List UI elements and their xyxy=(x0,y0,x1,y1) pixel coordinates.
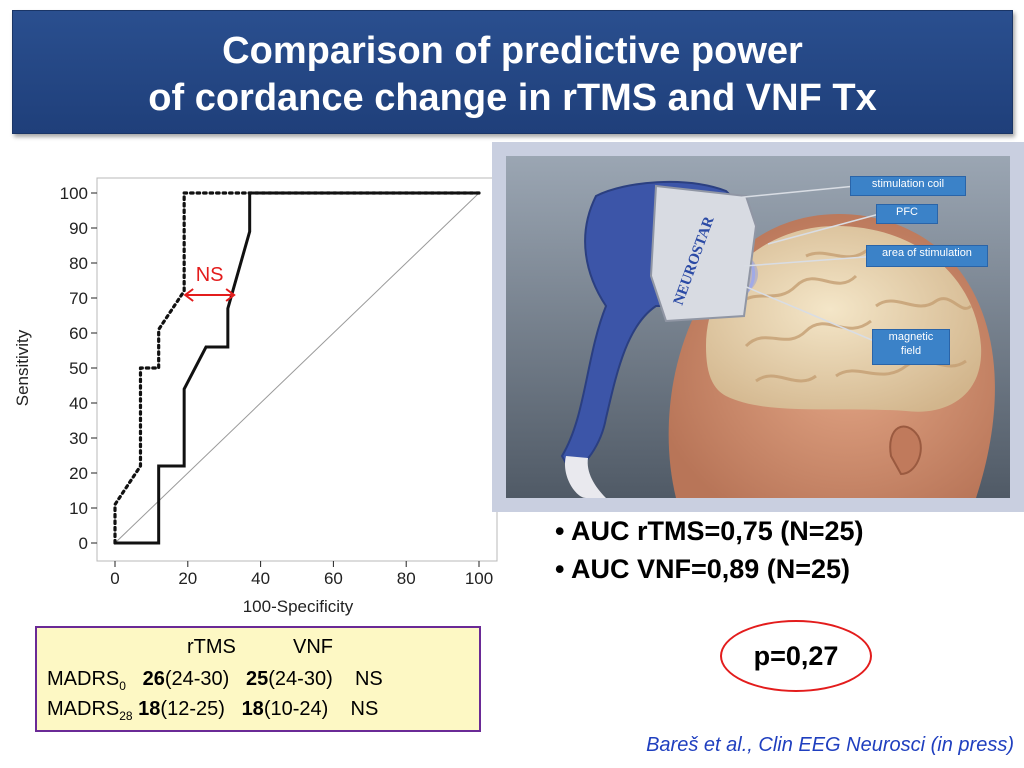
significance: NS xyxy=(350,698,379,720)
y-tick-label: 60 xyxy=(69,324,88,343)
table-row: MADRS28 18(12-25) 18(10-24) NS xyxy=(47,698,378,723)
y-axis-label: Sensitivity xyxy=(13,329,32,406)
y-tick-label: 80 xyxy=(69,254,88,273)
x-tick-label: 100 xyxy=(465,569,493,588)
y-tick-label: 20 xyxy=(69,464,88,483)
row-label: MADRS xyxy=(47,698,120,720)
rtms-median: 26 xyxy=(142,668,165,690)
roc-curve-dotted xyxy=(113,191,481,545)
title-line-1: Comparison of predictive power xyxy=(222,30,803,72)
vnf-range: (10-24) xyxy=(263,698,329,720)
brain-image-panel: NEUROSTAR stimulation coil PFC area of s… xyxy=(492,142,1024,512)
rtms-range: (12-25) xyxy=(160,698,225,720)
y-tick-label: 30 xyxy=(69,429,88,448)
table-header-row: rTMS VNF xyxy=(187,636,333,659)
row-label: MADRS xyxy=(47,668,120,690)
y-tick-label: 10 xyxy=(69,499,88,518)
rtms-range: (24-30) xyxy=(164,668,230,690)
p-value-ellipse: p=0,27 xyxy=(720,620,872,692)
roc-curve-solid xyxy=(115,191,479,545)
callout-magnetic-field: magnetic field xyxy=(872,329,950,365)
header-rtms: rTMS xyxy=(187,636,236,658)
reference-diagonal-line xyxy=(114,192,480,544)
header-vnf: VNF xyxy=(293,636,334,658)
auc-rtms: • AUC rTMS=0,75 (N=25) xyxy=(555,516,864,546)
p-value: p=0,27 xyxy=(753,641,839,671)
madrs-table: rTMS VNF MADRS0 26(24-30) 25(24-30) NS M… xyxy=(35,626,481,732)
x-tick-label: 80 xyxy=(397,569,416,588)
callout-stimulation-coil: stimulation coil xyxy=(850,176,966,196)
roc-chart: NS 0 10 20 30 40 50 60 70 80 90 100 0 20 40 60 80 100 10… xyxy=(13,177,498,616)
significance: NS xyxy=(354,668,383,690)
x-tick-label: 40 xyxy=(251,569,270,588)
x-tick-label: 20 xyxy=(178,569,197,588)
y-tick-label: 90 xyxy=(69,219,88,238)
x-tick-label: 0 xyxy=(110,569,119,588)
citation: Bareš et al., Clin EEG Neurosci (in pres… xyxy=(646,734,1014,756)
table-row: MADRS0 26(24-30) 25(24-30) NS xyxy=(47,668,383,693)
title-line-2: of cordance change in rTMS and VNF Tx xyxy=(148,77,877,119)
y-tick-label: 0 xyxy=(79,534,88,553)
callout-pfc: PFC xyxy=(876,204,938,224)
ns-arrow-head-right xyxy=(225,288,236,302)
vnf-median: 25 xyxy=(246,668,269,690)
ns-annotation-label: NS xyxy=(196,264,224,286)
y-tick-label: 50 xyxy=(69,359,88,378)
rtms-median: 18 xyxy=(138,698,161,720)
ns-arrow-head-left xyxy=(183,288,194,302)
row-label-sub: 0 xyxy=(119,679,126,693)
x-axis-label: 100-Specificity xyxy=(243,597,354,616)
vnf-median: 18 xyxy=(241,698,264,720)
row-label-sub: 28 xyxy=(119,709,133,723)
callout-magnetic-line1: magnetic xyxy=(888,331,934,343)
auc-bullet-list: • AUC rTMS=0,75 (N=25) • AUC VNF=0,89 (N… xyxy=(555,516,864,592)
vnf-range: (24-30) xyxy=(268,668,333,690)
slide-title: Comparison of predictive power of cordan… xyxy=(12,10,1013,134)
callout-area-of-stimulation: area of stimulation xyxy=(866,245,988,267)
y-tick-label: 100 xyxy=(60,184,88,203)
y-tick-label: 40 xyxy=(69,394,88,413)
plot-frame xyxy=(96,177,498,562)
callout-magnetic-line2: field xyxy=(900,345,922,357)
x-tick-label: 60 xyxy=(324,569,343,588)
y-tick-label: 70 xyxy=(69,289,88,308)
auc-vnf: • AUC VNF=0,89 (N=25) xyxy=(555,554,851,584)
